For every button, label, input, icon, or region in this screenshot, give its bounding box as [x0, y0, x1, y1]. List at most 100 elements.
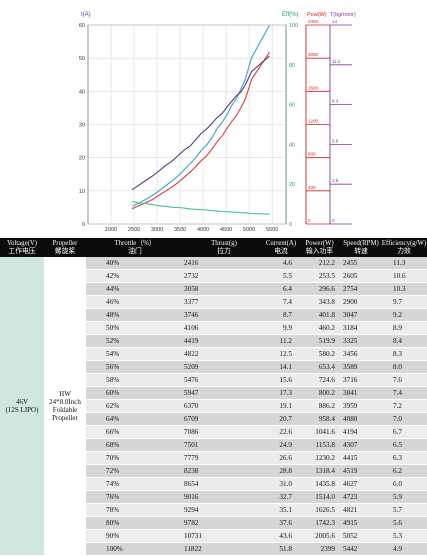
right-tick-label: 60	[289, 103, 295, 109]
efficiency-cell: 6.0	[381, 477, 427, 491]
left-tick-label: 20	[79, 156, 85, 162]
thrust-cell: 7501	[164, 438, 264, 452]
thrust-cell: 3746	[164, 308, 264, 322]
thrust-axis-label: T(kg/rotor)	[330, 12, 356, 18]
speed-cell: 3589	[341, 360, 381, 374]
thrust-cell: 4822	[164, 347, 264, 361]
table-row: 50% 4106 9.9 460.2 3184 8.9	[0, 321, 427, 335]
throttle-cell: 78%	[86, 503, 164, 517]
right-axis-label: Eff(%)	[282, 12, 299, 18]
left-tick-label: 60	[79, 23, 85, 29]
efficiency-cell: 4.9	[381, 542, 427, 556]
current-cell: 12.5	[264, 347, 298, 361]
power-tick-label: 400	[308, 185, 316, 190]
efficiency-cell: 7.0	[381, 412, 427, 426]
thrust-cell: 9294	[164, 503, 264, 517]
efficiency-cell: 5.6	[381, 516, 427, 530]
thrust-tick-label: 0	[332, 218, 335, 223]
x-tick-label: 3000	[151, 227, 163, 233]
speed-cell: 3841	[341, 386, 381, 400]
current-cell: 7.4	[264, 295, 298, 309]
current-cell: 11.2	[264, 334, 298, 348]
x-tick-label: 3500	[174, 227, 186, 233]
table-row: 70% 7779 26.6 1230.2 4415 6.3	[0, 451, 427, 465]
left-axis-label: I(A)	[81, 12, 91, 18]
power-tick-label: 1200	[308, 119, 319, 124]
throttle-cell: 72%	[86, 464, 164, 478]
throttle-cell: 64%	[86, 412, 164, 426]
efficiency-cell: 7.2	[381, 399, 427, 413]
header-current: Current(A) 电流	[264, 238, 298, 257]
current-cell: 43.6	[264, 529, 298, 543]
speed-cell: 3716	[341, 373, 381, 387]
thrust-cell: 9782	[164, 516, 264, 530]
left-tick-label: 50	[79, 56, 85, 62]
table-row: 72% 8238 28.8 1318.4 4519 6.2	[0, 464, 427, 478]
throttle-cell: 62%	[86, 399, 164, 413]
left-tick-label: 10	[79, 189, 85, 195]
thrust-tick-label: 8.4	[332, 99, 339, 104]
efficiency-cell: 5.3	[381, 529, 427, 543]
power-cell: 1514.0	[298, 490, 341, 504]
power-cell: 1153.8	[298, 438, 341, 452]
speed-cell: 3184	[341, 321, 381, 335]
header-propeller: Propeller 螺旋桨	[44, 238, 86, 257]
left-tick-label: 40	[79, 89, 85, 95]
power-axis-label: Pow(W)	[307, 12, 327, 18]
power-cell: 1742.3	[298, 516, 341, 530]
power-cell: 1626.5	[298, 503, 341, 517]
efficiency-cell: 8.0	[381, 360, 427, 374]
performance-table: Voltage(V) 工作电压 Propeller 螺旋桨 Throttle（%）油…	[0, 238, 427, 556]
thrust-cell: 4419	[164, 334, 264, 348]
series-lines	[131, 24, 270, 215]
current-cell: 31.0	[264, 477, 298, 491]
efficiency-cell: 8.9	[381, 321, 427, 335]
speed-cell: 2455	[341, 257, 381, 270]
power-cell: 1435.8	[298, 477, 341, 491]
efficiency-cell: 8.4	[381, 334, 427, 348]
table-row: 74% 8654 31.0 1435.8 4627 6.0	[0, 477, 427, 491]
thrust-cell: 6709	[164, 412, 264, 426]
throttle-cell: 40%	[86, 257, 164, 270]
current-cell: 37.6	[264, 516, 298, 530]
thrust-cell: 5209	[164, 360, 264, 374]
series-line-thrust	[131, 55, 270, 191]
table-row: 52% 4419 11.2 519.9 3325 8.4	[0, 334, 427, 348]
table-row: 48% 3746 8.7 401.8 3047 9.2	[0, 308, 427, 322]
power-cell: 1041.6	[298, 425, 341, 439]
current-cell: 28.8	[264, 464, 298, 478]
table-body: 46V (12S LIPO) HW 24*8.0Inch Foldable Propell…	[0, 257, 427, 556]
power-cell: 253.5	[298, 269, 341, 283]
speed-cell: 5052	[341, 529, 381, 543]
header-voltage: Voltage(V) 工作电压	[0, 238, 44, 257]
x-axis-ticks: 2000 2500 3000 3500 4000 4500 5000 5500	[105, 227, 278, 233]
efficiency-cell: 5.7	[381, 503, 427, 517]
efficiency-cell: 11.3	[381, 257, 427, 270]
power-tick-label: 800	[308, 152, 316, 157]
thrust-cell: 6370	[164, 399, 264, 413]
current-cell: 20.7	[264, 412, 298, 426]
speed-cell: 4415	[341, 451, 381, 465]
efficiency-cell: 6.5	[381, 438, 427, 452]
throttle-cell: 66%	[86, 425, 164, 439]
speed-cell: 4080	[341, 412, 381, 426]
power-tick-label: 1600	[308, 85, 319, 90]
thrust-cell: 2732	[164, 269, 264, 283]
table-row: 68% 7501 24.9 1153.8 4307 6.5	[0, 438, 427, 452]
table-row: 58% 5476 15.6 724.6 3716 7.6	[0, 373, 427, 387]
thrust-cell: 5947	[164, 386, 264, 400]
current-cell: 4.6	[264, 257, 298, 270]
power-cell: 519.9	[298, 334, 341, 348]
left-tick-label: 0	[82, 222, 85, 228]
thrust-tick-label: 11.2	[332, 59, 341, 64]
throttle-cell: 56%	[86, 360, 164, 374]
thrust-cell: 8238	[164, 464, 264, 478]
header-power: Power(W) 输入功率	[298, 238, 341, 257]
thrust-cell: 3058	[164, 282, 264, 296]
current-cell: 22.6	[264, 425, 298, 439]
current-cell: 6.4	[264, 282, 298, 296]
efficiency-cell: 10.3	[381, 282, 427, 296]
x-tick-label: 2500	[128, 227, 140, 233]
speed-cell: 4915	[341, 516, 381, 530]
power-cell: 958.4	[298, 412, 341, 426]
